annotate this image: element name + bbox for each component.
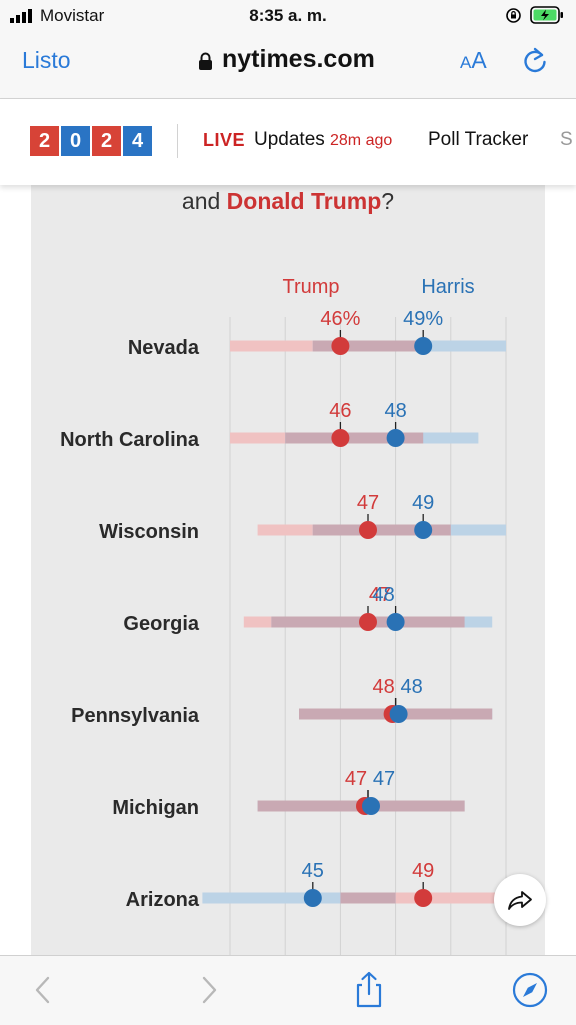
logo-digit: 4 — [123, 126, 152, 156]
live-badge[interactable]: LIVE — [203, 130, 246, 150]
harris-value-label: 49% — [403, 308, 443, 330]
trump-value-label: 47 — [357, 492, 379, 514]
page-domain[interactable]: nytimes.com — [222, 45, 375, 73]
share-chart-button[interactable] — [494, 874, 546, 926]
x-tick-label: 52 — [498, 953, 514, 955]
x-tick-label: 48 — [388, 953, 404, 955]
state-row: Nevada 46% 49% — [128, 308, 506, 359]
trump-dot — [359, 613, 377, 631]
trump-dot — [414, 889, 433, 907]
clock: 8:35 a. m. — [249, 6, 327, 25]
harris-dot — [386, 613, 405, 631]
legend-trump: Trump — [282, 276, 339, 298]
trump-value-label: 48 — [372, 676, 394, 698]
signal-icon — [10, 9, 32, 23]
state-row: North Carolina 46 48 — [60, 400, 479, 451]
state-label: Georgia — [123, 613, 199, 635]
poll-tracker-link[interactable]: Poll Tracker — [428, 129, 529, 150]
battery-icon — [530, 6, 563, 24]
carrier-name: Movistar — [40, 6, 105, 25]
padlock-icon — [199, 52, 212, 70]
text-size-large-glyph: A — [471, 47, 487, 73]
harris-dot — [414, 521, 433, 539]
state-row: Wisconsin 47 49 — [99, 492, 506, 543]
x-tick-label: 50 — [443, 953, 459, 955]
trump-value-label: 47 — [369, 584, 391, 606]
text-size-small-glyph: A — [460, 53, 472, 72]
state-row: Arizona 49 45 — [126, 860, 506, 911]
state-row: Pennsylvania 48 48 — [71, 676, 493, 727]
logo-digit: 2 — [92, 126, 121, 156]
harris-dot — [414, 337, 433, 355]
state-label: Wisconsin — [99, 521, 199, 543]
x-tick-label: 46 — [333, 953, 349, 955]
chart-question: and Donald Trump? — [31, 188, 545, 215]
harris-dot — [389, 705, 408, 723]
updated-ago: 28m ago — [330, 132, 393, 149]
browser-bottom-bar — [0, 955, 576, 1025]
section-nav: 2 0 2 4 LIVE Updates 28m ago Poll Tracke… — [0, 99, 576, 185]
harris-dot — [303, 889, 322, 907]
compass-icon[interactable] — [510, 970, 550, 1010]
harris-value-label: 47 — [373, 768, 395, 790]
legend-harris: Harris — [421, 276, 474, 298]
x-tick-label: 44 — [277, 953, 293, 955]
status-bar: Movistar 8:35 a. m. — [0, 0, 576, 32]
trump-value-label: 46 — [329, 400, 351, 422]
harris-value-label: 48 — [372, 584, 394, 606]
state-label: Arizona — [126, 889, 200, 911]
forward-icon[interactable] — [188, 970, 228, 1010]
harris-value-label: 48 — [400, 676, 422, 698]
updates-link[interactable]: Updates — [254, 129, 325, 150]
harris-dot — [362, 797, 380, 815]
share-arrow-icon — [508, 891, 532, 910]
done-button[interactable]: Listo — [22, 47, 71, 73]
trump-value-label: 47 — [345, 768, 367, 790]
share-icon[interactable] — [349, 970, 389, 1010]
nav-overflow-link[interactable]: S — [560, 129, 573, 150]
nav-divider — [177, 124, 178, 158]
reload-icon[interactable] — [520, 46, 550, 76]
trump-dot — [331, 337, 350, 355]
browser-toolbar: Listo nytimes.com AA — [0, 32, 576, 99]
harris-value-label: 48 — [384, 400, 406, 422]
question-candidate: Donald Trump — [226, 188, 382, 214]
harris-value-label: 45 — [302, 860, 324, 882]
harris-dot — [386, 429, 405, 447]
trump-value-label: 46% — [320, 308, 360, 330]
state-label: Pennsylvania — [71, 705, 200, 727]
rotation-lock-icon — [506, 8, 521, 23]
logo-digit: 0 — [61, 126, 90, 156]
state-polls-chart: 42 44 46 48 50 52 Trump Harris Nevada 46% 49% North… — [60, 276, 514, 955]
harris-value-label: 49 — [412, 492, 434, 514]
state-label: Nevada — [128, 337, 200, 359]
trump-dot — [359, 521, 377, 539]
state-label: Michigan — [112, 797, 199, 819]
trump-value-label: 49 — [412, 860, 434, 882]
logo-digit: 2 — [30, 126, 59, 156]
question-prefix: and — [181, 188, 221, 214]
state-row: Michigan 47 47 — [112, 768, 465, 819]
x-tick-label: 42 — [222, 953, 238, 955]
state-label: North Carolina — [60, 429, 200, 451]
back-icon[interactable] — [24, 970, 64, 1010]
text-size-button[interactable]: AA — [460, 47, 487, 74]
question-suffix: ? — [381, 188, 395, 214]
chart-panel: and Donald Trump? 42 44 46 48 50 52 Trump Harri… — [31, 185, 545, 955]
trump-dot — [331, 429, 350, 447]
election-2024-logo[interactable]: 2 0 2 4 — [30, 126, 152, 156]
